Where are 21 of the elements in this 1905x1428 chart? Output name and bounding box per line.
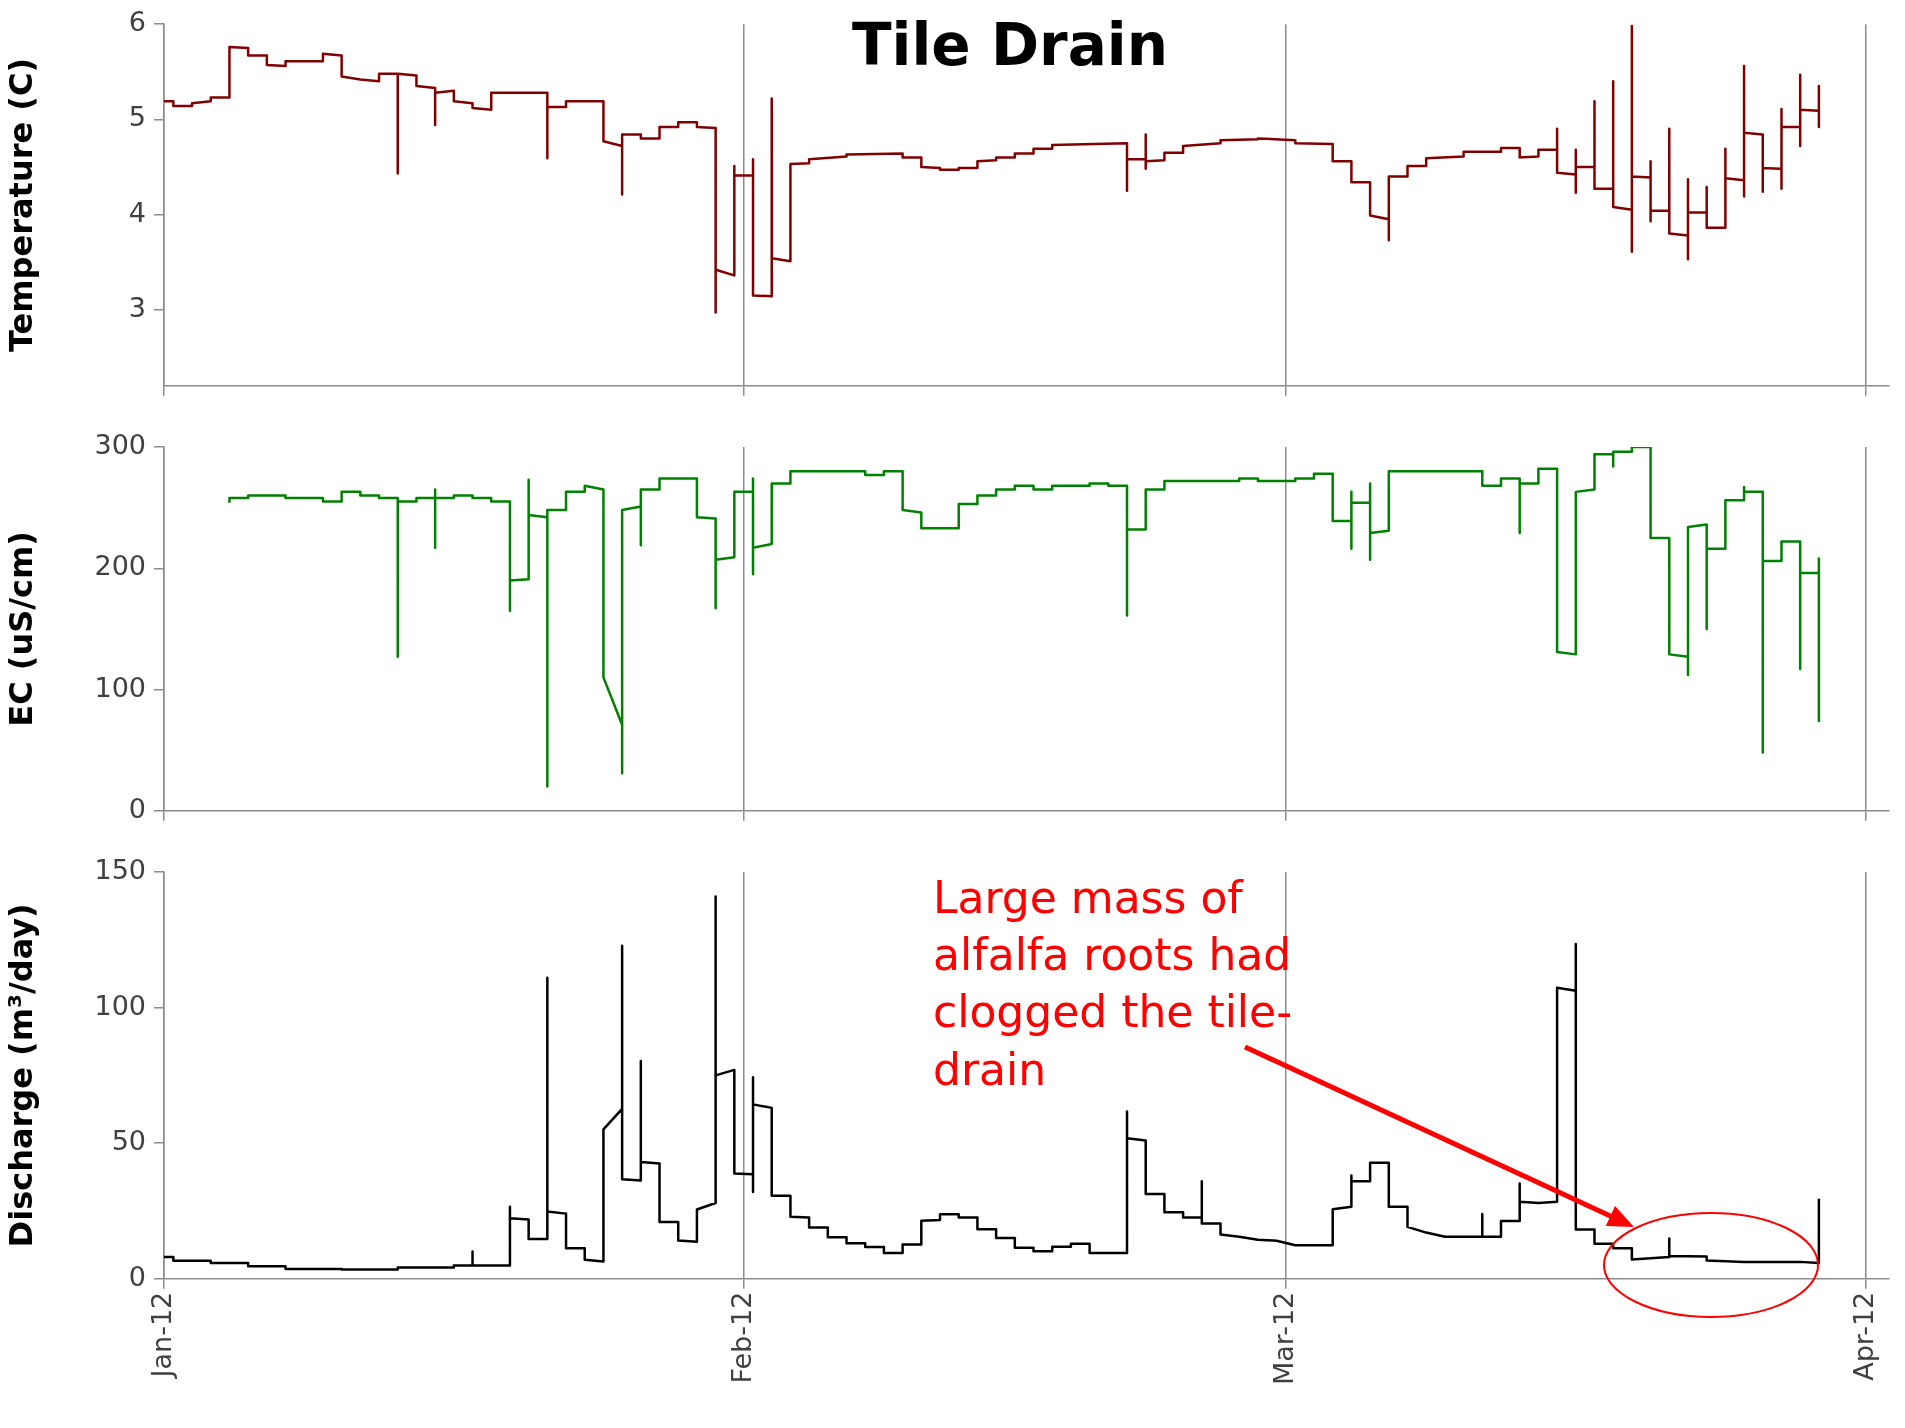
y-tick-label: 0 xyxy=(128,792,146,824)
y-tick-label: 100 xyxy=(94,989,146,1021)
y-tick-label: 200 xyxy=(94,550,146,582)
y-tick-label: 6 xyxy=(128,6,146,38)
annotation: Large mass of alfalfa roots had clogged the tile-drain xyxy=(933,871,1294,1097)
y-axis-title: Temperature (C) xyxy=(1,57,40,353)
x-tick-label: Jan-12 xyxy=(146,1291,178,1380)
y-tick-label: 100 xyxy=(94,671,146,703)
y-tick-label: 4 xyxy=(128,196,146,228)
y-tick-label: 3 xyxy=(128,291,146,323)
y-axis-title: Discharge (m³/day) xyxy=(1,903,40,1248)
y-tick-label: 0 xyxy=(128,1260,146,1292)
y-tick-label: 50 xyxy=(111,1125,146,1157)
y-tick-label: 5 xyxy=(128,101,146,133)
chart-title: Tile Drain xyxy=(852,11,1168,79)
y-tick-label: 150 xyxy=(94,854,146,886)
x-tick-label: Mar-12 xyxy=(1267,1291,1299,1386)
y-tick-label: 300 xyxy=(94,429,146,461)
y-axis-title: EC (uS/cm) xyxy=(1,531,40,727)
x-tick-label: Feb-12 xyxy=(725,1291,757,1384)
x-tick-label: Apr-12 xyxy=(1847,1291,1879,1381)
